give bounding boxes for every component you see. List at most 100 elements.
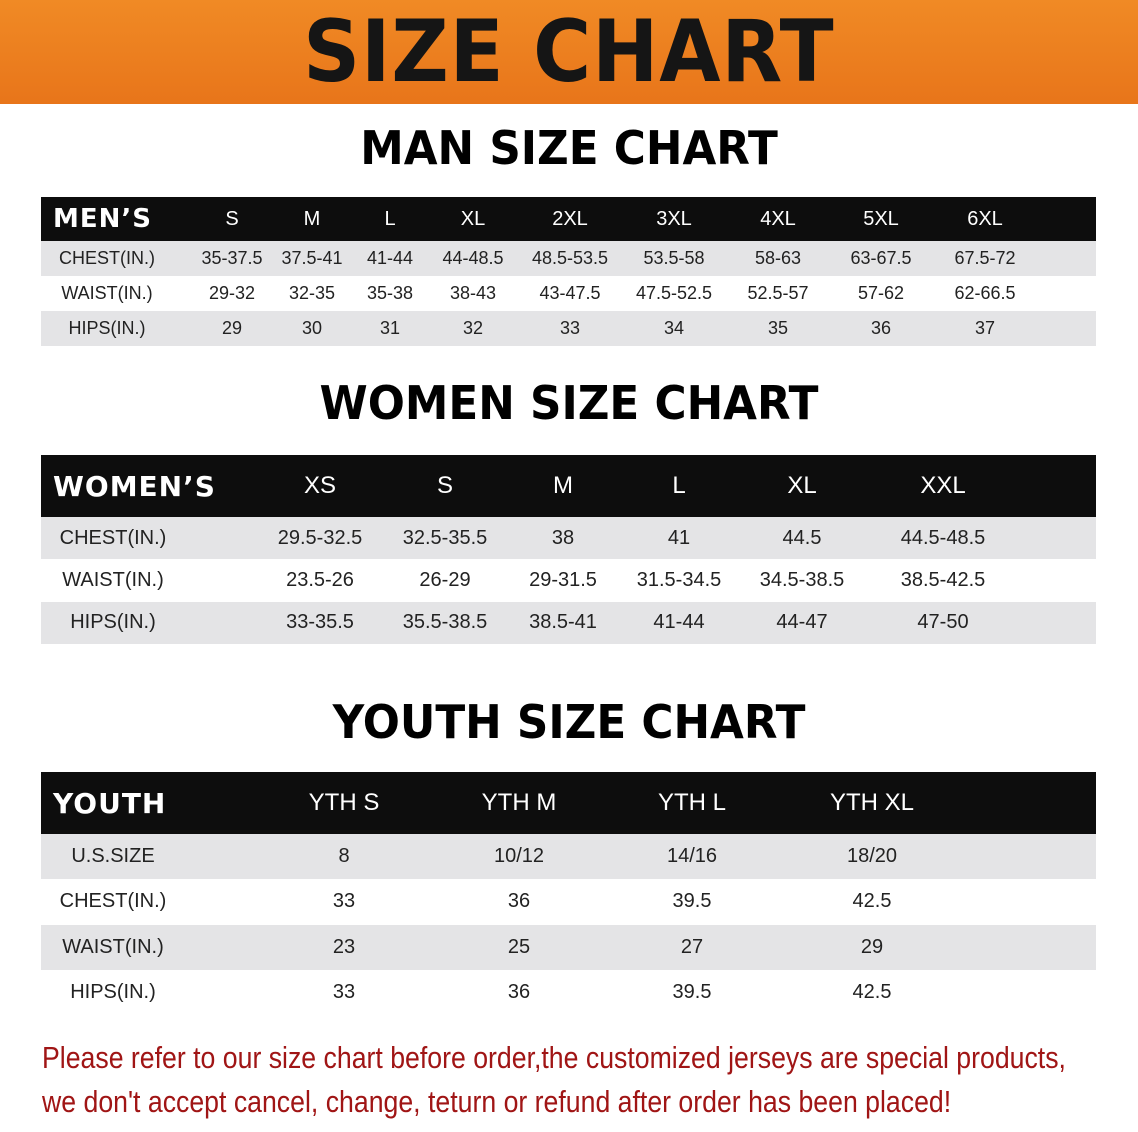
row-label: CHEST(IN.) <box>59 890 167 913</box>
table-cell: 31.5-34.5 <box>636 568 722 591</box>
men-size-table: MEN’S S M L XL 2XL 3XL 4XL 5XL 6XL CHEST(IN.) 35-37… <box>41 197 1096 346</box>
table-cell: 18/20 <box>846 845 898 868</box>
table-cell: 33-35.5 <box>286 611 354 634</box>
row-label: CHEST(IN.) <box>59 248 155 268</box>
table-cell: 32-35 <box>288 283 336 303</box>
table-cell: 35 <box>767 318 789 338</box>
table-cell: 44-47 <box>776 611 828 634</box>
size-header: 4XL <box>760 207 796 230</box>
table-cell: 62-66.5 <box>954 283 1016 303</box>
table-cell: 36 <box>507 890 531 913</box>
table-cell: 29-31.5 <box>529 568 597 591</box>
table-cell: 29 <box>221 318 243 338</box>
table-row: HIPS(IN.) 29 30 31 32 33 34 35 36 37 <box>41 311 1096 346</box>
table-cell: 23 <box>332 935 356 958</box>
table-cell: 67.5-72 <box>954 248 1016 268</box>
men-title: MAN SIZE CHART <box>360 121 778 175</box>
youth-title: YOUTH SIZE CHART <box>332 695 806 749</box>
row-label: HIPS(IN.) <box>68 318 146 338</box>
table-cell: 37 <box>974 318 996 338</box>
table-cell: 44.5-48.5 <box>900 526 986 549</box>
header-label: YOUTH <box>53 786 167 820</box>
table-header-row: YOUTH YTH S YTH M YTH L YTH XL <box>41 772 1096 834</box>
table-row: HIPS(IN.) 33 36 39.5 42.5 <box>41 970 1096 1015</box>
table-cell: 48.5-53.5 <box>531 248 609 268</box>
women-title: WOMEN SIZE CHART <box>319 376 819 430</box>
youth-size-table: YOUTH YTH S YTH M YTH L YTH XL U.S.SIZE 8 10/12… <box>41 772 1096 1015</box>
table-cell: 36 <box>507 981 531 1004</box>
table-header-row: MEN’S S M L XL 2XL 3XL 4XL 5XL 6XL <box>41 197 1096 241</box>
size-header: XL <box>460 207 486 230</box>
table-cell: 47-50 <box>917 611 969 634</box>
table-cell: 44.5 <box>782 526 822 549</box>
table-cell: 58-63 <box>754 248 802 268</box>
table-cell: 35-38 <box>366 283 414 303</box>
table-cell: 38.5-42.5 <box>900 568 986 591</box>
table-row: WAIST(IN.) 29-32 32-35 35-38 38-43 43-47.5 47.… <box>41 276 1096 311</box>
row-label: CHEST(IN.) <box>59 526 167 549</box>
table-cell: 35-37.5 <box>201 248 263 268</box>
size-header: XL <box>787 472 817 499</box>
table-cell: 32 <box>462 318 484 338</box>
table-cell: 32.5-35.5 <box>402 526 488 549</box>
table-cell: 23.5-26 <box>286 568 354 591</box>
size-header: M <box>303 207 321 230</box>
table-cell: 39.5 <box>672 981 712 1004</box>
table-cell: 53.5-58 <box>643 248 705 268</box>
row-label: U.S.SIZE <box>71 845 155 868</box>
banner-title: SIZE CHART <box>303 2 835 102</box>
women-size-table: WOMEN’S XS S M L XL XXL CHEST(IN.) 29.5-32.5 32.5… <box>41 455 1096 644</box>
table-cell: 33 <box>559 318 581 338</box>
table-cell: 35.5-38.5 <box>402 611 488 634</box>
size-header: L <box>672 472 686 499</box>
table-row: CHEST(IN.) 33 36 39.5 42.5 <box>41 879 1096 924</box>
size-header: XXL <box>920 472 966 499</box>
size-header: 5XL <box>863 207 899 230</box>
header-label: WOMEN’S <box>53 469 216 503</box>
table-row: U.S.SIZE 8 10/12 14/16 18/20 <box>41 834 1096 880</box>
table-row: CHEST(IN.) 29.5-32.5 32.5-35.5 38 41 44.5 44.5… <box>41 517 1096 560</box>
notice-line-2: we don't accept cancel, change, teturn o… <box>42 1084 952 1119</box>
table-cell: 34.5-38.5 <box>759 568 845 591</box>
size-header: YTH M <box>481 789 557 816</box>
table-cell: 27 <box>680 935 704 958</box>
size-header: YTH L <box>657 789 727 816</box>
table-cell: 25 <box>507 935 531 958</box>
table-cell: 8 <box>338 845 350 868</box>
table-cell: 41-44 <box>366 248 414 268</box>
table-cell: 33 <box>332 890 356 913</box>
table-cell: 44-48.5 <box>442 248 504 268</box>
banner: SIZE CHART <box>0 0 1138 104</box>
row-label: WAIST(IN.) <box>61 283 153 303</box>
table-cell: 26-29 <box>419 568 471 591</box>
table-cell: 36 <box>870 318 892 338</box>
table-cell: 34 <box>663 318 685 338</box>
table-cell: 43-47.5 <box>539 283 601 303</box>
table-row: WAIST(IN.) 23.5-26 26-29 29-31.5 31.5-34.5 34… <box>41 559 1096 601</box>
table-row: CHEST(IN.) 35-37.5 37.5-41 41-44 44-48.5 48.5… <box>41 241 1096 276</box>
row-label: WAIST(IN.) <box>62 568 164 591</box>
table-cell: 42.5 <box>852 890 892 913</box>
table-cell: 37.5-41 <box>281 248 343 268</box>
row-label: WAIST(IN.) <box>62 935 164 958</box>
size-header: YTH S <box>308 789 380 816</box>
size-header: XS <box>303 472 337 499</box>
size-header: L <box>384 207 396 230</box>
table-row: HIPS(IN.) 33-35.5 35.5-38.5 38.5-41 41-44 44-… <box>41 601 1096 644</box>
table-cell: 31 <box>379 318 401 338</box>
table-cell: 39.5 <box>672 890 712 913</box>
size-header: 2XL <box>552 207 588 230</box>
size-header: S <box>225 207 239 230</box>
table-cell: 14/16 <box>666 845 718 868</box>
table-row: WAIST(IN.) 23 25 27 29 <box>41 924 1096 970</box>
header-label: MEN’S <box>53 204 152 234</box>
table-cell: 63-67.5 <box>850 248 912 268</box>
table-cell: 57-62 <box>857 283 905 303</box>
table-cell: 29 <box>860 935 884 958</box>
size-header: 6XL <box>967 207 1003 230</box>
size-header: 3XL <box>656 207 692 230</box>
size-header: S <box>436 472 454 499</box>
row-label: HIPS(IN.) <box>70 981 156 1004</box>
table-cell: 29-32 <box>208 283 256 303</box>
table-cell: 38-43 <box>449 283 497 303</box>
